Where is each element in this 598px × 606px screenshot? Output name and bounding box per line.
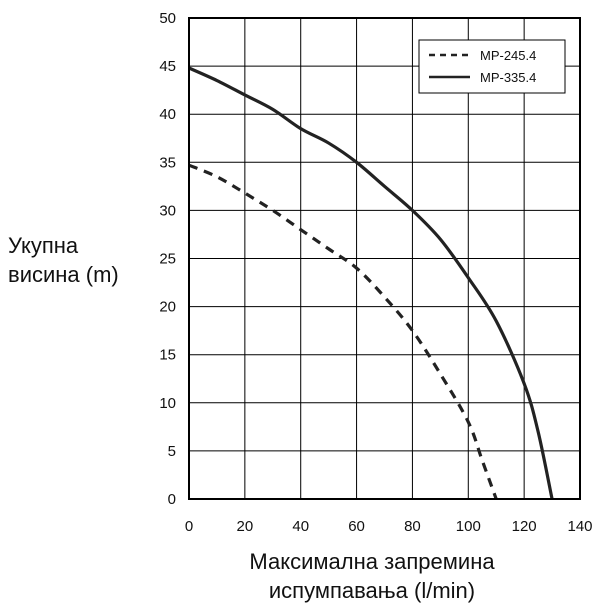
- x-tick-label: 0: [185, 518, 193, 535]
- y-tick-label: 35: [159, 154, 176, 171]
- grid-lines: [188, 17, 581, 500]
- x-tick-label: 20: [237, 518, 254, 535]
- x-tick-label: 40: [292, 518, 309, 535]
- y-tick-label: 25: [159, 251, 176, 268]
- legend-box: [418, 39, 566, 94]
- series-lines: [188, 66, 554, 500]
- y-tick-label: 30: [159, 202, 176, 219]
- y-tick-label: 15: [159, 347, 176, 364]
- plot-frame: [188, 17, 581, 500]
- x-tick-label: 60: [348, 518, 365, 535]
- x-tick-label: 120: [512, 518, 537, 535]
- legend: MP-245.4 MP-335.4: [418, 39, 566, 94]
- x-tick-label: 140: [567, 518, 592, 535]
- x-tick-labels: 0 20 40 60 80 100 120 140: [185, 518, 593, 535]
- series-line-mp-245-4: [188, 163, 498, 500]
- x-axis-title-line-1: Максимална запремина: [249, 549, 495, 574]
- x-axis-title-line-2: испумпавања (l/min): [269, 578, 475, 603]
- y-tick-label: 40: [159, 106, 176, 123]
- x-tick-label: 80: [404, 518, 421, 535]
- y-tick-labels: 0 5 10 15 20 25 30 35 40 45 50: [159, 10, 176, 508]
- legend-label-mp-335-4: MP-335.4: [480, 70, 536, 85]
- y-tick-label: 5: [168, 443, 176, 460]
- y-axis-title-line-2: висина (m): [8, 262, 119, 287]
- y-axis-title-line-1: Укупна: [8, 233, 79, 258]
- y-tick-label: 10: [159, 395, 176, 412]
- y-tick-label: 45: [159, 58, 176, 75]
- x-tick-label: 100: [456, 518, 481, 535]
- y-tick-label: 50: [159, 10, 176, 27]
- y-tick-label: 0: [168, 491, 176, 508]
- series-line-mp-335-4: [188, 66, 554, 500]
- legend-label-mp-245-4: MP-245.4: [480, 48, 536, 63]
- y-tick-label: 20: [159, 299, 176, 316]
